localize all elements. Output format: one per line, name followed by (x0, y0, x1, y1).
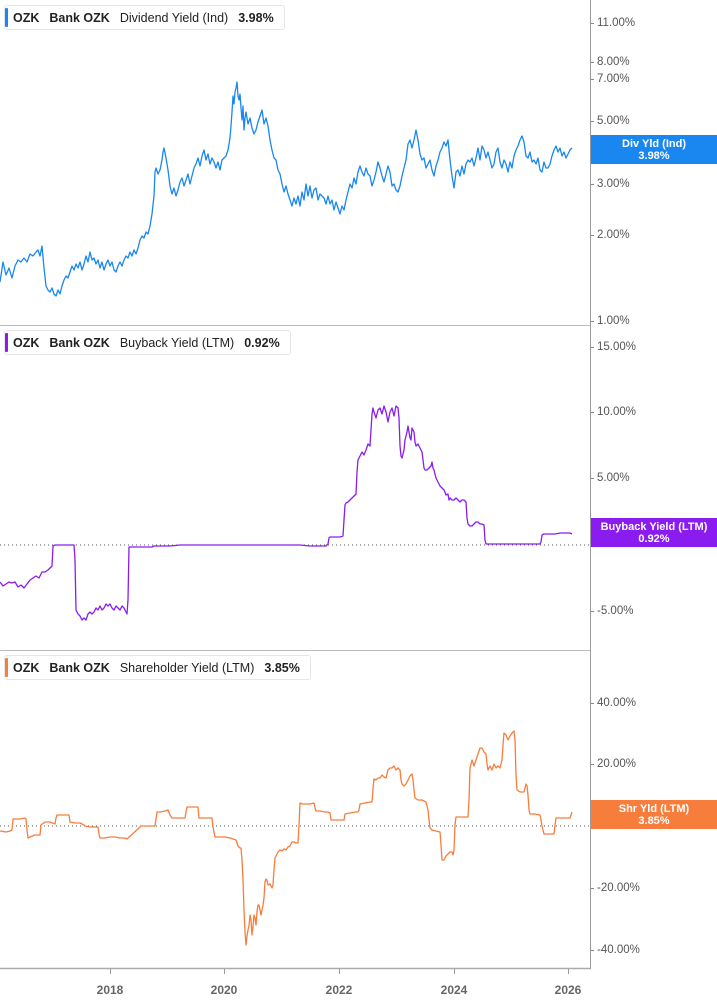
badge-label: Div Yld (Ind) (622, 138, 686, 150)
legend-dividend-yield[interactable]: OZK Bank OZK Dividend Yield (Ind) 3.98% (4, 5, 285, 30)
series-color-swatch (5, 8, 8, 27)
legend-value: 3.98% (238, 10, 274, 25)
series-color-swatch (5, 658, 8, 677)
legend-buyback-yield[interactable]: OZK Bank OZK Buyback Yield (LTM) 0.92% (4, 330, 291, 355)
x-tick-label: 2024 (440, 983, 468, 997)
badge-label: Shr Yld (LTM) (618, 803, 690, 815)
badge-value: 3.98% (638, 150, 670, 162)
current-value-badge-dividend: Div Yld (Ind) 3.98% (591, 135, 717, 164)
y-tick-label: 3.00% (591, 178, 630, 190)
y-tick-label: 8.00% (591, 56, 630, 68)
shareholder-yield-line (0, 730, 573, 946)
y-tick-label: 20.00% (590, 758, 637, 770)
x-tick-label: 2026 (554, 983, 582, 997)
y-tick-label: 11.00% (590, 17, 636, 29)
series-color-swatch (5, 333, 8, 352)
legend-metric: Dividend Yield (Ind) (119, 10, 229, 25)
y-tick-label: 5.00% (591, 115, 630, 127)
badge-value: 3.85% (638, 815, 670, 827)
dividend-yield-line (0, 81, 573, 297)
legend-value: 3.85% (264, 660, 300, 675)
y-tick-label: 15.00% (590, 341, 637, 353)
current-value-badge-shareholder: Shr Yld (LTM) 3.85% (591, 800, 717, 829)
y-tick-label: 5.00% (591, 472, 630, 484)
x-tick-label: 2020 (210, 983, 238, 997)
y-tick-label: -20.00% (591, 882, 640, 894)
y-tick-label: -5.00% (590, 605, 634, 617)
legend-shareholder-yield[interactable]: OZK Bank OZK Shareholder Yield (LTM) 3.8… (4, 655, 311, 680)
y-tick-label: 7.00% (591, 73, 630, 85)
legend-ticker: OZK (13, 10, 40, 25)
y-tick-label: 1.00% (591, 315, 630, 327)
legend-company: Bank OZK (49, 10, 110, 25)
legend-company: Bank OZK (49, 660, 110, 675)
y-tick-label: 2.00% (591, 229, 630, 241)
legend-ticker: OZK (13, 335, 40, 350)
legend-value: 0.92% (244, 335, 280, 350)
y-tick-label: 10.00% (590, 406, 637, 418)
x-tick-label: 2022 (325, 983, 353, 997)
legend-metric: Buyback Yield (LTM) (119, 335, 235, 350)
badge-label: Buyback Yield (LTM) (600, 521, 708, 533)
y-tick-label: 40.00% (590, 697, 637, 709)
y-tick-label: -40.00% (591, 944, 640, 956)
current-value-badge-buyback: Buyback Yield (LTM) 0.92% (591, 518, 717, 547)
x-tick-label: 2018 (96, 983, 124, 997)
buyback-yield-line (0, 405, 573, 621)
legend-company: Bank OZK (49, 335, 110, 350)
badge-value: 0.92% (638, 533, 670, 545)
legend-metric: Shareholder Yield (LTM) (119, 660, 255, 675)
legend-ticker: OZK (13, 660, 40, 675)
